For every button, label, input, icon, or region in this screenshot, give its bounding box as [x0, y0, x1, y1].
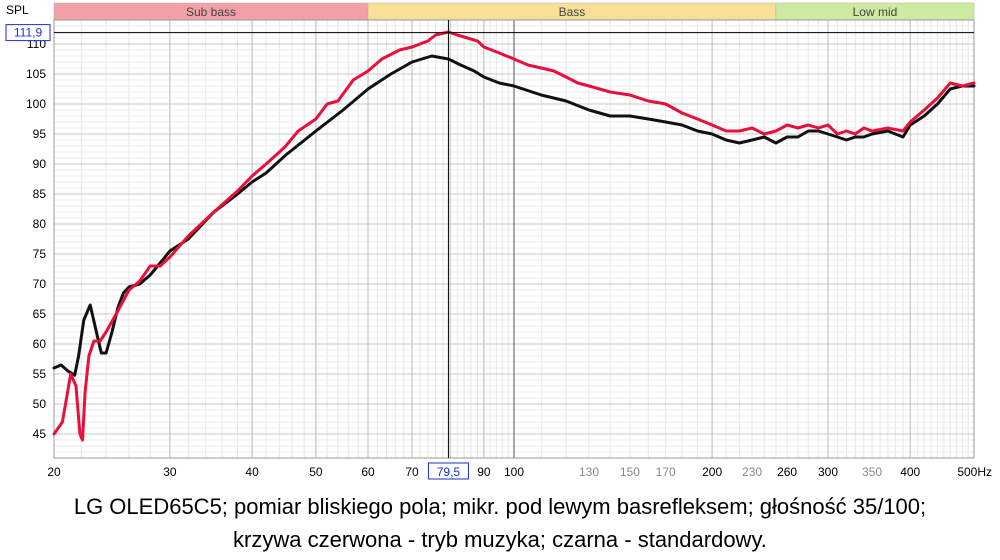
- y-tick-label: 90: [33, 157, 47, 171]
- x-tick-label: 20: [47, 465, 61, 479]
- x-tick-label: 50: [309, 465, 323, 479]
- series-line-0: [52, 30, 976, 442]
- y-tick-label: 85: [33, 187, 47, 201]
- x-tick-label: 500Hz: [957, 465, 992, 479]
- x-tick-label: 170: [656, 465, 676, 479]
- caption-line-2: krzywa czerwona - tryb muzyka; czarna - …: [233, 527, 767, 552]
- cursor-x-readout-box: [427, 462, 469, 480]
- y-tick-label: 55: [33, 367, 47, 381]
- x-tick-label: 100: [504, 465, 524, 479]
- frequency-response-chart: Sub bass Bass Low mid 45 50 55 60 65 70 75 80 85 90…: [5, 2, 992, 480]
- y-tick-label: 105: [26, 67, 46, 81]
- x-tick-label: 400: [900, 465, 920, 479]
- y-tick-label: 70: [33, 277, 47, 291]
- y-tick-label: 80: [33, 217, 47, 231]
- frequency-bands: Sub bass Bass Low mid: [53, 2, 975, 21]
- cursor-y-readout-box: [5, 24, 51, 42]
- band-label-0: Sub bass: [186, 5, 236, 19]
- series-line-1: [52, 54, 976, 377]
- cursor-x-readout: 79,5: [437, 465, 461, 479]
- y-tick-label: 95: [33, 127, 47, 141]
- series-layer: [52, 30, 976, 442]
- y-tick-label: 100: [26, 97, 46, 111]
- plot-frame: [53, 19, 975, 459]
- y-tick-label: 75: [33, 247, 47, 261]
- x-tick-label: 40: [245, 465, 259, 479]
- x-tick-label: 260: [777, 465, 797, 479]
- band-label-2: Low mid: [853, 5, 898, 19]
- band-label-1: Bass: [559, 5, 586, 19]
- y-tick-label: 45: [33, 427, 47, 441]
- y-tick-label: 60: [33, 337, 47, 351]
- cursor-y-readout: 111,9: [14, 26, 43, 40]
- x-tick-label: 90: [477, 465, 491, 479]
- grid-lines: [53, 20, 975, 458]
- caption-line-1: LG OLED65C5; pomiar bliskiego pola; mikr…: [73, 494, 927, 519]
- y-tick-label: 65: [33, 307, 47, 321]
- y-tick-label: 50: [33, 397, 47, 411]
- x-tick-label: 130: [579, 465, 599, 479]
- x-tick-label: 150: [620, 465, 640, 479]
- x-tick-label: 60: [361, 465, 375, 479]
- cursor: [54, 20, 974, 458]
- x-tick-label: 30: [163, 465, 177, 479]
- y-axis-label: SPL: [6, 3, 29, 17]
- x-tick-label: 230: [742, 465, 762, 479]
- x-tick-label: 300: [818, 465, 838, 479]
- x-tick-label: 350: [862, 465, 882, 479]
- x-tick-label: 70: [405, 465, 419, 479]
- x-tick-label: 200: [702, 465, 722, 479]
